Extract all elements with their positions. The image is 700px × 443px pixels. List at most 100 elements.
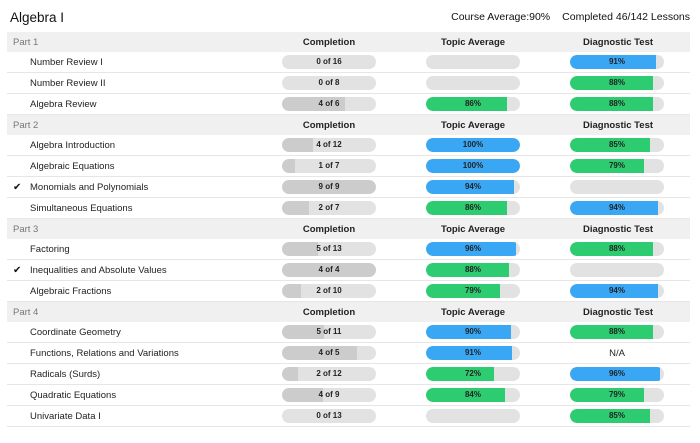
diagnostic-test-label: 91% <box>608 57 625 66</box>
diagnostic-test-bar: 88% <box>570 242 664 256</box>
topic-average-bar: 90% <box>426 325 520 339</box>
diagnostic-test-label: 88% <box>608 244 625 253</box>
lesson-row[interactable]: Number Review I 0 of 16 91% <box>7 52 690 73</box>
topic-average-fill <box>426 159 520 173</box>
topic-average-fill <box>426 201 507 215</box>
lesson-name[interactable]: Number Review I <box>30 57 103 68</box>
column-header-completion: Completion <box>302 37 356 48</box>
diagnostic-test-bar: 79% <box>570 159 664 173</box>
part-label: Part 1 <box>13 37 39 48</box>
completion-bar: 0 of 16 <box>282 55 376 69</box>
lesson-row[interactable]: Radicals (Surds) 2 of 12 72% 96% <box>7 364 690 385</box>
diagnostic-test-fill <box>570 409 650 423</box>
topic-average-fill <box>426 180 515 194</box>
topic-average-fill <box>426 242 517 256</box>
column-header-diagnostic-test: Diagnostic Test <box>582 120 654 131</box>
topic-average-label: 72% <box>464 369 481 378</box>
lesson-row[interactable]: Algebraic Fractions 2 of 10 79% 94% <box>7 281 690 302</box>
checkmark-icon: ✔ <box>13 265 22 276</box>
completion-label: 0 of 13 <box>316 411 342 420</box>
lesson-row[interactable]: Algebra Introduction 4 of 12 100% 85% <box>7 135 690 156</box>
diagnostic-test-bar: 94% <box>570 284 664 298</box>
lesson-name[interactable]: Univariate Data I <box>30 411 101 422</box>
completion-fill <box>282 346 358 360</box>
part-label: Part 2 <box>13 120 39 131</box>
diagnostic-test-fill <box>570 76 653 90</box>
completion-fill <box>282 97 345 111</box>
completion-label: 4 of 4 <box>318 265 340 274</box>
topic-average-bar-empty <box>426 409 520 423</box>
completion-fill <box>282 138 314 152</box>
lesson-name[interactable]: Quadratic Equations <box>30 390 117 401</box>
completion-fill <box>282 367 298 381</box>
part-label: Part 4 <box>13 307 39 318</box>
lesson-row[interactable]: ✔ Inequalities and Absolute Values 4 of 4 8… <box>7 260 690 281</box>
completion-bar: 2 of 10 <box>282 284 376 298</box>
diagnostic-test-fill <box>570 97 653 111</box>
diagnostic-test-bar: 85% <box>570 409 664 423</box>
lesson-row[interactable]: Quadratic Equations 4 of 9 84% 79% <box>7 385 690 406</box>
topic-average-label: 91% <box>464 348 481 357</box>
topic-average-label: 86% <box>464 99 481 108</box>
lesson-row[interactable]: Algebraic Equations 1 of 7 100% 79% <box>7 156 690 177</box>
lesson-row[interactable]: ✔ Monomials and Polynomials 9 of 9 94% <box>7 177 690 198</box>
lesson-row[interactable]: Univariate Data I 0 of 13 85% <box>7 406 690 427</box>
part-header: Part 2 Completion Topic Average Diagnostic … <box>7 115 690 135</box>
part-header: Part 1 Completion Topic Average Diagnostic … <box>7 32 690 52</box>
topic-average-bar: 86% <box>426 97 520 111</box>
diagnostic-test-label: 79% <box>608 161 625 170</box>
lesson-name[interactable]: Inequalities and Absolute Values <box>30 265 167 276</box>
topic-average-fill <box>426 367 494 381</box>
completion-bar: 4 of 5 <box>282 346 376 360</box>
diagnostic-test-fill <box>570 159 645 173</box>
checkmark-icon: ✔ <box>13 182 22 193</box>
lesson-name[interactable]: Factoring <box>30 244 70 255</box>
topic-average-label: 100% <box>462 161 484 170</box>
lesson-name[interactable]: Coordinate Geometry <box>30 327 121 338</box>
completion-label: 4 of 9 <box>318 390 340 399</box>
completion-bar: 2 of 7 <box>282 201 376 215</box>
diagnostic-test-fill <box>570 325 653 339</box>
lesson-name[interactable]: Algebra Review <box>30 99 97 110</box>
lesson-row[interactable]: Number Review II 0 of 8 88% <box>7 73 690 94</box>
lesson-name[interactable]: Algebra Introduction <box>30 140 116 151</box>
completion-fill <box>282 242 318 256</box>
diagnostic-test-label: 85% <box>608 140 625 149</box>
topic-average-bar: 96% <box>426 242 520 256</box>
diagnostic-test-label: 96% <box>608 369 625 378</box>
lesson-name[interactable]: Algebraic Equations <box>30 161 115 172</box>
lesson-name[interactable]: Radicals (Surds) <box>30 369 101 380</box>
completion-label: 0 of 16 <box>316 57 342 66</box>
lesson-name[interactable]: Algebraic Fractions <box>30 286 112 297</box>
topic-average-label: 79% <box>464 286 481 295</box>
topic-average-fill <box>426 346 512 360</box>
lesson-name[interactable]: Monomials and Polynomials <box>30 182 149 193</box>
topic-average-fill <box>426 388 505 402</box>
completion-fill <box>282 263 376 277</box>
completion-bar: 4 of 12 <box>282 138 376 152</box>
lesson-row[interactable]: Simultaneous Equations 2 of 7 86% 94% <box>7 198 690 219</box>
column-header-completion: Completion <box>302 120 356 131</box>
topic-average-fill <box>426 97 507 111</box>
lesson-row[interactable]: Coordinate Geometry 5 of 11 90% 88% <box>7 322 690 343</box>
lesson-name[interactable]: Simultaneous Equations <box>30 203 133 214</box>
diagnostic-test-bar: 94% <box>570 201 664 215</box>
topic-average-bar: 100% <box>426 138 520 152</box>
column-header-topic-average: Topic Average <box>440 307 506 318</box>
diagnostic-test-label: 88% <box>608 99 625 108</box>
topic-average-label: 94% <box>464 182 481 191</box>
lesson-row[interactable]: Functions, Relations and Variations 4 of … <box>7 343 690 364</box>
completion-fill <box>282 284 301 298</box>
topic-average-bar: 91% <box>426 346 520 360</box>
diagnostic-test-bar-empty <box>570 263 664 277</box>
lesson-row[interactable]: Algebra Review 4 of 6 86% 88% <box>7 94 690 115</box>
topic-average-label: 88% <box>464 265 481 274</box>
course-average: Course Average:90% <box>451 11 551 23</box>
topic-average-fill <box>426 325 511 339</box>
lesson-name[interactable]: Number Review II <box>30 78 106 89</box>
lesson-row[interactable]: Factoring 5 of 13 96% 88% <box>7 239 690 260</box>
diagnostic-test-bar: 85% <box>570 138 664 152</box>
completion-bar: 4 of 6 <box>282 97 376 111</box>
completion-label: 5 of 13 <box>316 244 342 253</box>
lesson-name[interactable]: Functions, Relations and Variations <box>30 348 179 359</box>
